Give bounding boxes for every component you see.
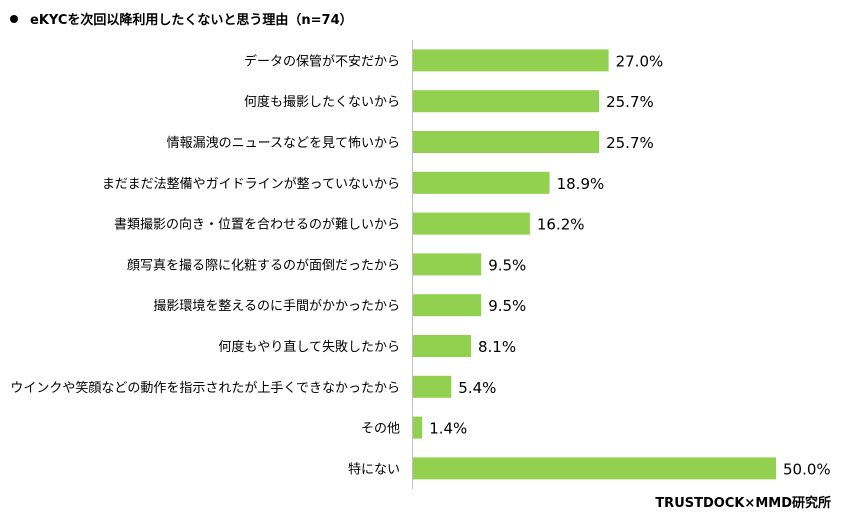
value-label: 8.1% (478, 338, 516, 356)
bar (412, 375, 452, 398)
value-label: 1.4% (429, 420, 467, 438)
bar (412, 131, 600, 153)
category-label: データの保管が不安だから (244, 53, 400, 69)
category-label: その他 (361, 422, 400, 437)
category-label: まだまだ法整備やガイドラインが整っていないから (102, 176, 400, 192)
category-label: 何度も撮影したくないから (244, 94, 400, 110)
category-label: 何度もやり直して失敗したから (218, 339, 400, 355)
bar (412, 253, 482, 276)
category-label: 書類撮影の向き・位置を合わせるのが難しいから (114, 217, 400, 233)
category-label: 情報漏洩のニュースなどを見て怖いから (167, 135, 400, 151)
value-label: 5.4% (458, 379, 496, 397)
value-label: 18.9% (557, 175, 605, 193)
chart-title: eKYCを次回以降利用したくないと思う理由（n=74） (10, 9, 353, 28)
value-label: 9.5% (488, 297, 526, 315)
category-label: 特にない (348, 462, 400, 477)
source-label: TRUSTDOCK×MMD研究所 (655, 496, 831, 511)
value-label: 9.5% (488, 256, 526, 274)
chart-title-text: eKYCを次回以降利用したくないと思う理由（n=74） (30, 13, 353, 28)
value-label: 50.0% (783, 460, 831, 478)
bar (412, 457, 776, 480)
bar (412, 212, 530, 235)
bar (412, 171, 550, 194)
bar (412, 294, 482, 317)
category-label: ウインクや笑顔などの動作を指示されたが上手くできなかったから (10, 380, 400, 396)
bar (412, 416, 423, 439)
value-label: 25.7% (606, 93, 654, 111)
category-label: 撮影環境を整えるのに手間がかかったから (153, 298, 400, 314)
bar (412, 335, 471, 357)
value-label: 27.0% (616, 52, 664, 70)
value-label: 25.7% (606, 134, 654, 152)
category-label: 顔写真を撮る際に化粧するのが面倒だったから (127, 257, 400, 273)
bar (412, 49, 609, 72)
value-label: 16.2% (537, 216, 585, 234)
bar (412, 90, 600, 113)
bullet-icon (10, 15, 18, 23)
